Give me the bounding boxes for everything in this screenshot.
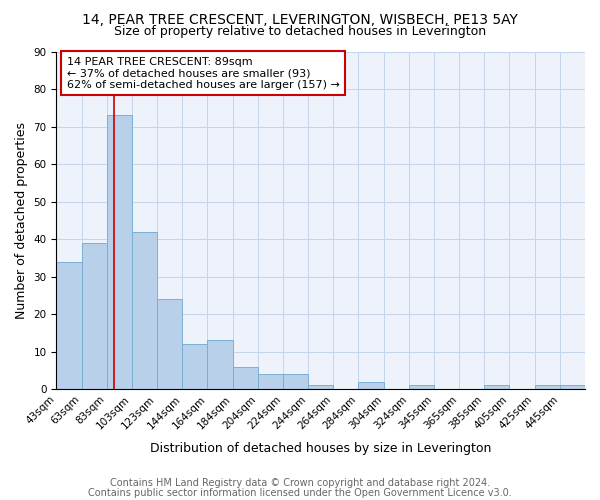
Bar (208, 340, 233, 389)
Bar (182, 344, 208, 389)
Text: Size of property relative to detached houses in Leverington: Size of property relative to detached ho… (114, 25, 486, 38)
Bar (233, 366, 258, 389)
Bar (107, 116, 132, 389)
Bar (409, 386, 434, 389)
Bar (283, 374, 308, 389)
Bar (358, 382, 383, 389)
Bar (258, 374, 283, 389)
Text: Contains HM Land Registry data © Crown copyright and database right 2024.: Contains HM Land Registry data © Crown c… (110, 478, 490, 488)
Bar (484, 386, 509, 389)
Bar (308, 386, 333, 389)
Bar (560, 386, 585, 389)
Bar (535, 386, 560, 389)
Bar (56, 262, 82, 389)
Text: 14 PEAR TREE CRESCENT: 89sqm
← 37% of detached houses are smaller (93)
62% of se: 14 PEAR TREE CRESCENT: 89sqm ← 37% of de… (67, 56, 340, 90)
Bar (157, 299, 182, 389)
Bar (132, 232, 157, 389)
Bar (82, 243, 107, 389)
Y-axis label: Number of detached properties: Number of detached properties (15, 122, 28, 319)
Text: 14, PEAR TREE CRESCENT, LEVERINGTON, WISBECH, PE13 5AY: 14, PEAR TREE CRESCENT, LEVERINGTON, WIS… (82, 12, 518, 26)
Text: Contains public sector information licensed under the Open Government Licence v3: Contains public sector information licen… (88, 488, 512, 498)
X-axis label: Distribution of detached houses by size in Leverington: Distribution of detached houses by size … (150, 442, 491, 455)
